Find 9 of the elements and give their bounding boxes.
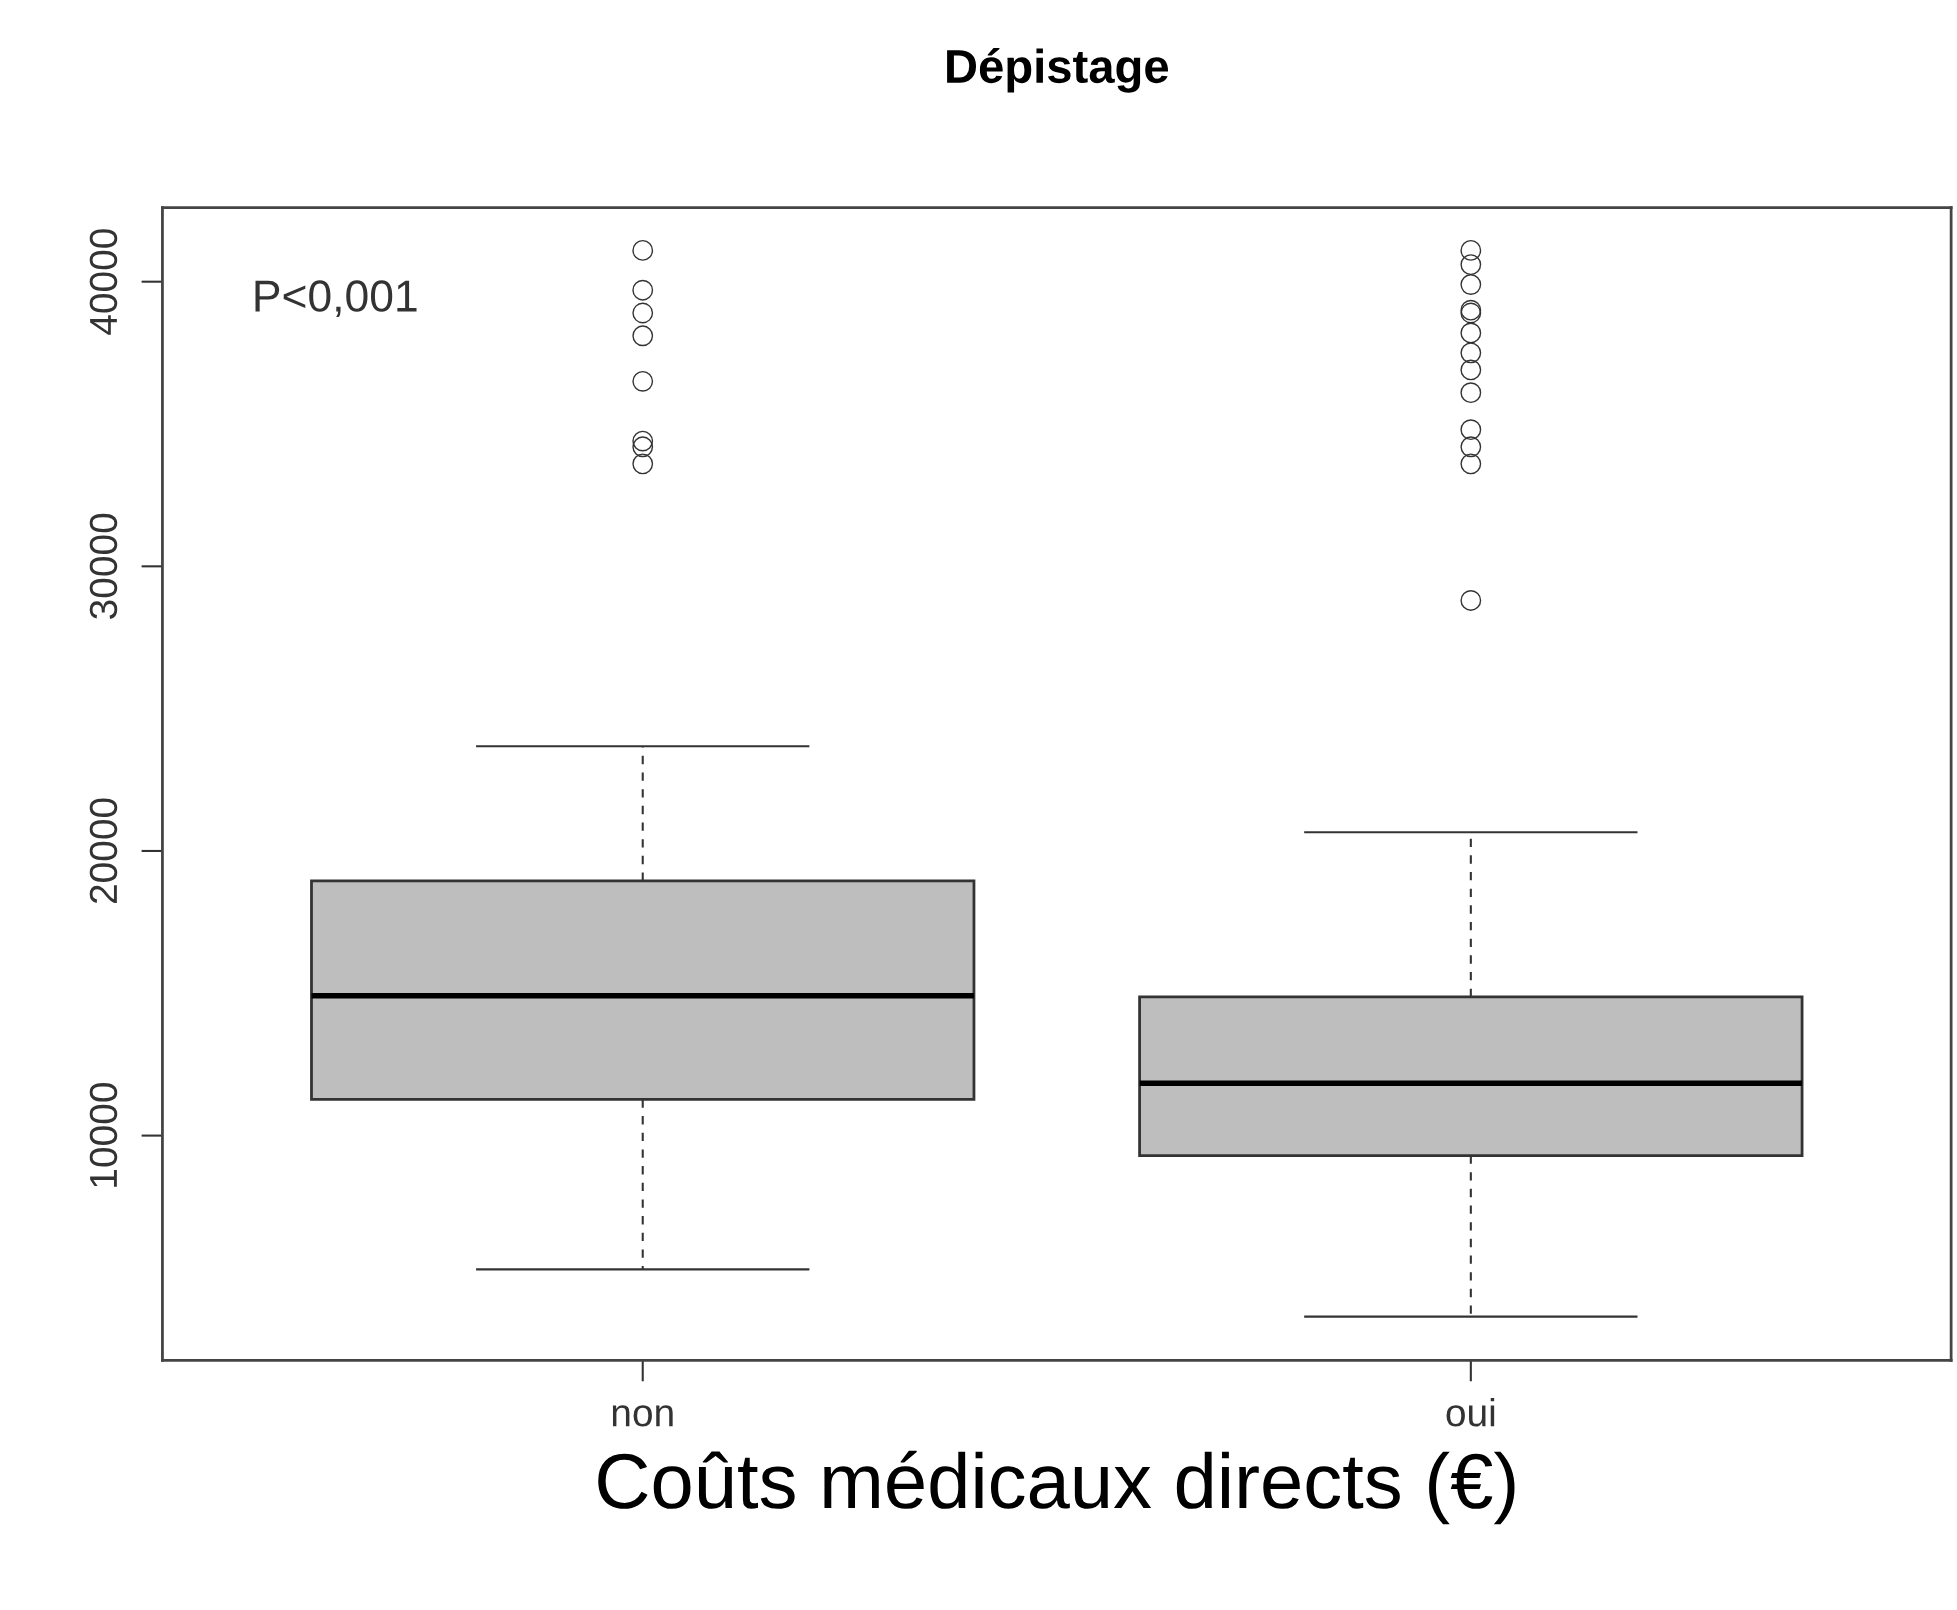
annotation: P<0,001	[255, 280, 417, 318]
x-axis-title: Coûts médicaux directs (€)	[598, 1450, 1515, 1525]
y-tick-label: 20000	[89, 798, 118, 904]
y-tick-label: 40000	[89, 229, 118, 335]
y-tick-label: 30000	[89, 513, 118, 619]
x-tick-label: oui	[1446, 1397, 1495, 1427]
x-tick-label: non	[612, 1405, 673, 1427]
chart-title: Dépistage	[947, 48, 1169, 93]
y-tick-label: 10000	[89, 1083, 118, 1187]
